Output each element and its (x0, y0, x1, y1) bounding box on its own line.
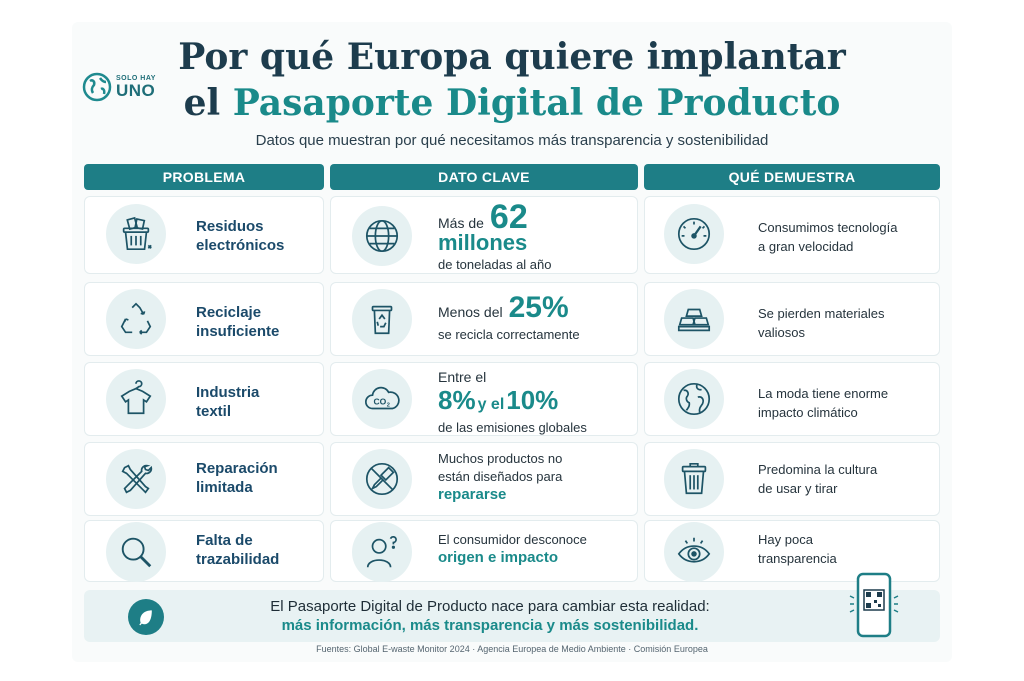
title-line-2: el Pasaporte Digital de Producto (0, 82, 1024, 124)
title-line-2-accent: Pasaporte Digital de Producto (232, 82, 841, 124)
recycle-bin-icon (352, 289, 412, 349)
problem-label-3: Industria textil (196, 384, 260, 420)
shows-text-2: Se pierden materiales valiosos (758, 306, 885, 340)
sources: Fuentes: Global E-waste Monitor 2024 · A… (316, 644, 708, 654)
title-line-2-prefix: el (183, 82, 233, 124)
shows-text-3: La moda tiene enorme impacto climático (758, 386, 889, 420)
co2-cloud-icon: CO 2 (352, 369, 412, 429)
column-header-problem: PROBLEMA (84, 164, 324, 190)
brand-big: UNO (116, 81, 156, 100)
brand-small: SOLO HAY (116, 75, 156, 82)
footer-line-2: más información, más transparencia y más… (281, 617, 699, 634)
key-text-2: Menos del 25% se recicla correctamente (438, 291, 580, 343)
footer-band (84, 590, 940, 642)
column-header-shows: QUÉ DEMUESTRA (644, 164, 940, 190)
eye-icon (664, 522, 724, 582)
gold-bars-icon (664, 289, 724, 349)
svg-text:2: 2 (387, 403, 390, 409)
tshirt-icon (106, 369, 166, 429)
key-text-5: El consumidor desconoce origen e impacto (438, 532, 587, 566)
column-header-key: DATO CLAVE (330, 164, 638, 190)
trash-can-icon (664, 449, 724, 509)
trash-electronics-icon (106, 204, 166, 264)
footer-line-1: El Pasaporte Digital de Producto nace pa… (270, 598, 710, 615)
gauge-icon (664, 204, 724, 264)
recycle-icon (106, 289, 166, 349)
leaf-icon (128, 599, 164, 635)
key-text-4: Muchos productos no están diseñados para… (438, 451, 563, 503)
svg-text:CO: CO (373, 397, 386, 407)
subtitle: Datos que muestran por qué necesitamos m… (255, 132, 769, 149)
problem-label-2: Reciclaje insuficiente (196, 304, 280, 340)
phone-qr-icon (849, 572, 899, 638)
no-screwdriver-icon (352, 449, 412, 509)
problem-label-1: Residuos electrónicos (196, 218, 285, 254)
shows-text-4: Predomina la cultura de usar y tirar (758, 462, 878, 496)
person-question-icon (352, 522, 412, 582)
globe-logo-icon (82, 72, 112, 102)
brand-logo: SOLO HAY UNO (82, 72, 156, 102)
title-line-1: Por qué Europa quiere implantar (178, 36, 846, 78)
key-text-3: Entre el 8% y el 10% de las emisiones gl… (438, 369, 587, 435)
shows-text-1: Consumimos tecnología a gran velocidad (758, 220, 898, 254)
tools-icon (106, 449, 166, 509)
shows-text-5: Hay poca transparencia (758, 532, 837, 566)
globe-icon (352, 206, 412, 266)
magnifier-icon (106, 522, 166, 582)
earth-icon (664, 369, 724, 429)
problem-label-4: Reparación limitada (196, 460, 278, 496)
problem-label-5: Falta de trazabilidad (196, 532, 280, 568)
key-text-1: Más de 62 millones de toneladas al año (438, 198, 552, 272)
